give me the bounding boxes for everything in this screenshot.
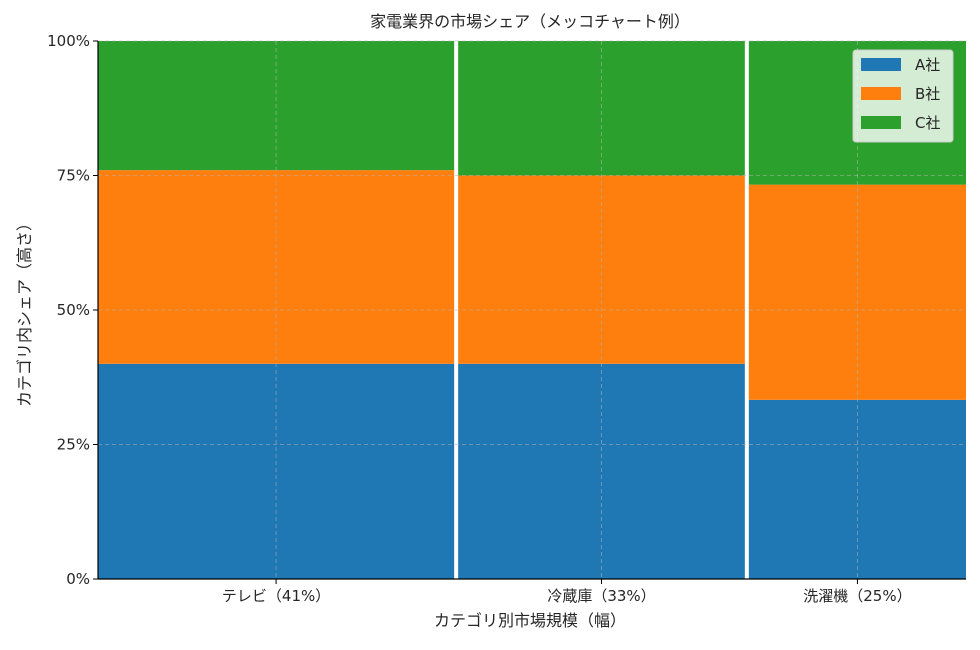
y-tick-label: 25% [57, 436, 90, 454]
y-tick-labels: 0% 25% 50% 75% 100% [47, 32, 90, 588]
legend-items: A社 B社 C社 [861, 56, 940, 132]
x-tick-labels: テレビ（41%） 冷蔵庫（33%） 洗濯機（25%） [222, 587, 912, 605]
y-tick-label: 75% [57, 167, 90, 185]
chart-title: 家電業界の市場シェア（メッコチャート例） [370, 12, 690, 31]
x-tick-label: 冷蔵庫（33%） [547, 587, 655, 605]
legend-label-B社: B社 [915, 85, 940, 103]
legend-swatch-C社 [861, 116, 901, 129]
bar-segment-冷蔵庫-B社 [458, 175, 745, 364]
legend: A社 B社 C社 [852, 49, 954, 143]
legend-label-A社: A社 [915, 56, 940, 74]
x-tick-label: 洗濯機（25%） [803, 587, 911, 605]
y-tick-label: 50% [57, 301, 90, 319]
x-tick-label: テレビ（41%） [222, 587, 330, 605]
y-tick-label: 100% [47, 32, 90, 50]
axes-layer [93, 40, 966, 584]
x-axis-label: カテゴリ別市場規模（幅） [434, 611, 626, 630]
legend-swatch-B社 [861, 87, 901, 100]
y-tick-label: 0% [66, 570, 90, 588]
legend-swatch-A社 [861, 58, 901, 71]
legend-label-C社: C社 [915, 114, 940, 132]
y-axis-label: カテゴリ内シェア（高さ） [15, 215, 34, 407]
